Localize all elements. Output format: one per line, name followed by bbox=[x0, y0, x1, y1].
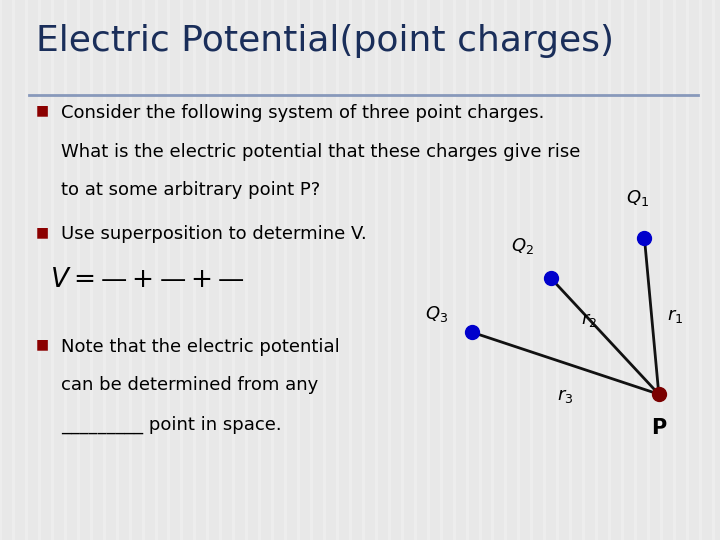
Text: ■: ■ bbox=[36, 225, 49, 239]
Text: $r_2$: $r_2$ bbox=[582, 311, 598, 329]
Text: $Q_3$: $Q_3$ bbox=[425, 304, 448, 324]
Text: $r_3$: $r_3$ bbox=[557, 388, 573, 406]
Point bbox=[466, 328, 477, 336]
Text: can be determined from any: can be determined from any bbox=[61, 376, 318, 394]
Text: $\bf{P}$: $\bf{P}$ bbox=[651, 418, 667, 438]
Text: $V = \mathbf{—} + \mathbf{—} + \mathbf{—}$: $V = \mathbf{—} + \mathbf{—} + \mathbf{—… bbox=[50, 267, 246, 293]
Text: _________ point in space.: _________ point in space. bbox=[61, 415, 282, 434]
Point bbox=[545, 274, 557, 282]
Text: ■: ■ bbox=[36, 338, 49, 352]
Text: ■: ■ bbox=[36, 104, 49, 118]
Text: Electric Potential(point charges): Electric Potential(point charges) bbox=[36, 24, 614, 58]
Point bbox=[639, 233, 650, 242]
Text: Use superposition to determine V.: Use superposition to determine V. bbox=[61, 225, 367, 243]
Text: What is the electric potential that these charges give rise: What is the electric potential that thes… bbox=[61, 143, 580, 160]
Text: Consider the following system of three point charges.: Consider the following system of three p… bbox=[61, 104, 544, 122]
Text: Note that the electric potential: Note that the electric potential bbox=[61, 338, 340, 355]
Text: $Q_1$: $Q_1$ bbox=[626, 188, 649, 208]
Point bbox=[653, 390, 665, 399]
Text: $Q_2$: $Q_2$ bbox=[511, 237, 534, 256]
Text: to at some arbitrary point P?: to at some arbitrary point P? bbox=[61, 181, 320, 199]
Text: $r_1$: $r_1$ bbox=[667, 307, 684, 325]
